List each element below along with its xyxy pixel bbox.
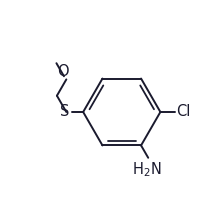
Text: S: S xyxy=(60,105,70,119)
Text: H$_2$N: H$_2$N xyxy=(132,161,162,179)
Text: Cl: Cl xyxy=(176,105,190,119)
Text: O: O xyxy=(57,64,69,79)
